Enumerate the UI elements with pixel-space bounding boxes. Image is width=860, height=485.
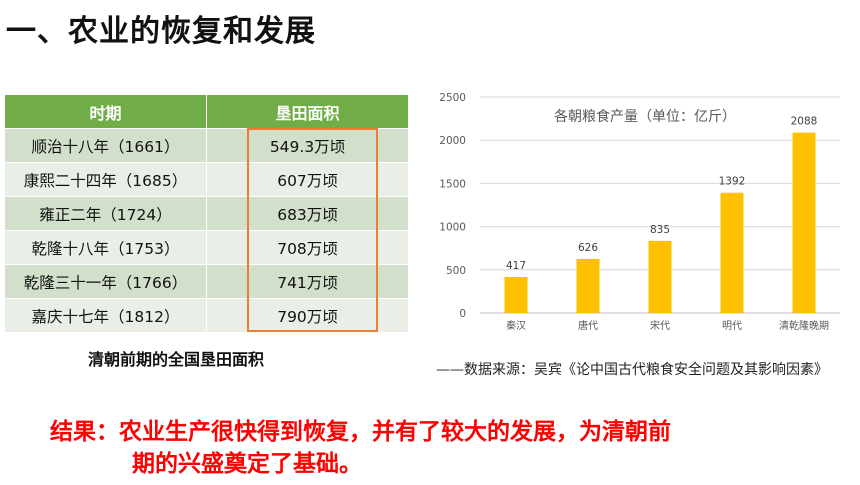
table-row: 顺治十八年（1661） 549.3万顷 xyxy=(4,128,409,163)
bar xyxy=(792,132,816,313)
bar xyxy=(648,240,672,313)
bar xyxy=(720,192,744,313)
bar-value-label: 835 xyxy=(650,224,670,236)
chart-bars xyxy=(504,132,816,313)
cell-area: 607万顷 xyxy=(206,162,409,197)
cell-period: 乾隆三十一年（1766） xyxy=(4,264,207,299)
chart-x-categories: 秦汉 唐代 宋代 明代 清乾隆晚期 xyxy=(506,319,829,332)
y-tick-label: 0 xyxy=(459,308,466,320)
cell-period: 雍正二年（1724） xyxy=(4,196,207,231)
table-row: 雍正二年（1724） 683万顷 xyxy=(4,196,409,231)
conclusion-text: 结果：农业生产很快得到恢复，并有了较大的发展，为清朝前 期的兴盛奠定了基础。 xyxy=(50,416,850,480)
y-tick-label: 500 xyxy=(446,265,466,277)
data-source-note: ——数据来源：吴宾《论中国古代粮食安全问题及其影响因素》 xyxy=(436,362,828,378)
y-tick-label: 1000 xyxy=(439,222,466,234)
cell-area: 741万顷 xyxy=(206,264,409,299)
x-category-label: 明代 xyxy=(722,320,742,332)
chart-title: 各朝粮食产量（单位：亿斤） xyxy=(554,108,736,125)
table-header-row: 时期 垦田面积 xyxy=(4,94,409,129)
chart-y-ticks: 0 500 1000 1500 2000 2500 xyxy=(439,92,466,320)
bar xyxy=(504,276,528,313)
cell-period: 嘉庆十七年（1812） xyxy=(4,298,207,333)
slide-title: 一、农业的恢复和发展 xyxy=(6,14,316,49)
table-row: 乾隆十八年（1753） 708万顷 xyxy=(4,230,409,265)
cell-area: 683万顷 xyxy=(206,196,409,231)
chart-data-labels: 417 626 835 1392 2088 xyxy=(506,116,817,272)
x-category-label: 唐代 xyxy=(578,319,598,332)
cell-period: 乾隆十八年（1753） xyxy=(4,230,207,265)
header-period: 时期 xyxy=(4,94,207,129)
grain-output-bar-chart: 0 500 1000 1500 2000 2500 417 626 835 1392 2088 秦… xyxy=(439,92,840,332)
y-tick-label: 2000 xyxy=(439,135,466,147)
bar-value-label: 2088 xyxy=(791,116,818,128)
chart-gridlines xyxy=(480,96,840,314)
conclusion-line-2: 期的兴盛奠定了基础。 xyxy=(132,451,362,477)
bar-value-label: 417 xyxy=(506,260,526,272)
y-tick-label: 1500 xyxy=(439,178,466,190)
bar-value-label: 626 xyxy=(578,242,598,254)
x-category-label: 宋代 xyxy=(650,319,670,332)
x-category-label: 清乾隆晚期 xyxy=(779,319,829,332)
cell-period: 顺治十八年（1661） xyxy=(4,128,207,163)
table-caption: 清朝前期的全国垦田面积 xyxy=(88,350,265,369)
cell-area: 708万顷 xyxy=(206,230,409,265)
cell-area: 549.3万顷 xyxy=(206,128,409,163)
bar-value-label: 1392 xyxy=(719,176,746,188)
y-tick-label: 2500 xyxy=(439,92,466,104)
header-area: 垦田面积 xyxy=(206,94,409,129)
cell-area: 790万顷 xyxy=(206,298,409,333)
table-row: 嘉庆十七年（1812） 790万顷 xyxy=(4,298,409,333)
bar xyxy=(576,258,600,313)
x-category-label: 秦汉 xyxy=(506,319,526,332)
conclusion-line-1: 结果：农业生产很快得到恢复，并有了较大的发展，为清朝前 xyxy=(50,419,671,445)
cultivated-land-table: 时期 垦田面积 顺治十八年（1661） 549.3万顷 康熙二十四年（1685）… xyxy=(4,94,409,333)
cell-period: 康熙二十四年（1685） xyxy=(4,162,207,197)
table-row: 康熙二十四年（1685） 607万顷 xyxy=(4,162,409,197)
table-row: 乾隆三十一年（1766） 741万顷 xyxy=(4,264,409,299)
